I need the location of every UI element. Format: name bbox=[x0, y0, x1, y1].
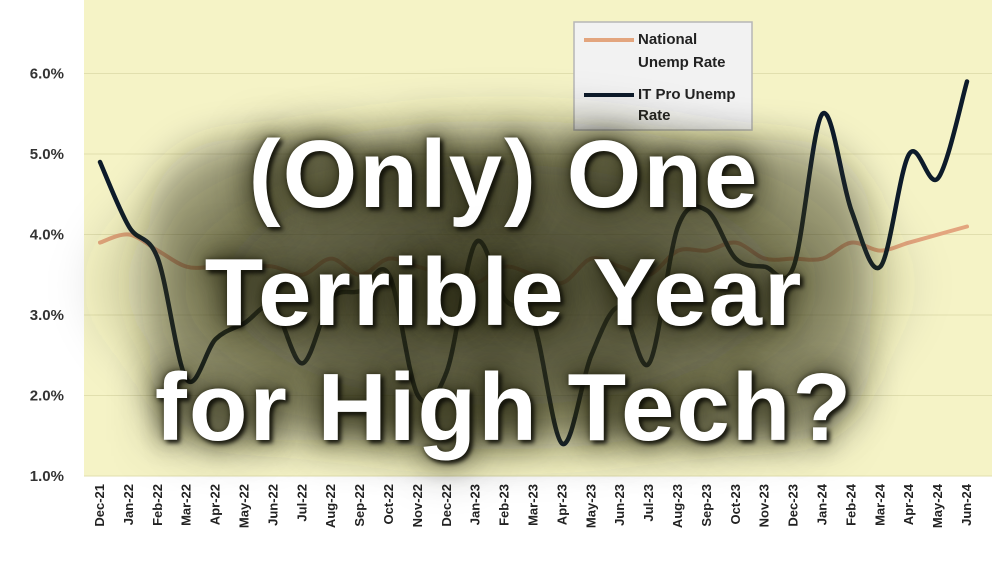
x-tick-label: Dec-23 bbox=[786, 484, 801, 527]
x-tick-label: Mar-23 bbox=[526, 484, 541, 526]
x-tick-label: Feb-24 bbox=[843, 483, 858, 526]
x-tick-label: Jun-22 bbox=[265, 484, 280, 526]
headline-haze bbox=[70, 95, 930, 475]
x-tick-label: May-23 bbox=[583, 484, 598, 528]
x-tick-label: Mar-22 bbox=[179, 484, 194, 526]
x-tick-label: Nov-23 bbox=[757, 484, 772, 527]
x-tick-label: Aug-22 bbox=[323, 484, 338, 528]
legend-label-national: National Unemp Rate bbox=[638, 31, 726, 71]
x-tick-label: Jun-24 bbox=[959, 483, 974, 526]
y-tick-label: 3.0% bbox=[30, 307, 64, 324]
x-tick-label: Nov-22 bbox=[410, 484, 425, 527]
legend-label-national-line2: Unemp Rate bbox=[638, 54, 726, 71]
x-tick-label: May-22 bbox=[237, 484, 252, 528]
x-tick-label: Aug-23 bbox=[670, 484, 685, 528]
legend-label-national-line1: National bbox=[638, 31, 697, 48]
x-tick-label: Dec-22 bbox=[439, 484, 454, 527]
x-tick-label: Jan-24 bbox=[815, 483, 830, 525]
headline-line-1: (Only) One bbox=[248, 121, 760, 228]
y-tick-label: 6.0% bbox=[30, 66, 64, 83]
y-axis-ticks: 1.0% 2.0% 3.0% 4.0% 5.0% 6.0% bbox=[30, 66, 64, 486]
x-tick-label: Jul-23 bbox=[641, 484, 656, 522]
x-tick-label: Mar-24 bbox=[872, 483, 887, 526]
x-tick-label: Apr-24 bbox=[901, 483, 916, 525]
x-tick-label: Oct-22 bbox=[381, 484, 396, 524]
y-tick-label: 4.0% bbox=[30, 227, 64, 244]
x-tick-label: Feb-22 bbox=[150, 484, 165, 526]
x-tick-label: Feb-23 bbox=[497, 484, 512, 526]
x-tick-label: Oct-23 bbox=[728, 484, 743, 524]
y-tick-label: 5.0% bbox=[30, 146, 64, 163]
legend-label-it-pro-line1: IT Pro Unemp bbox=[638, 86, 736, 103]
x-tick-label: Jan-22 bbox=[121, 484, 136, 525]
x-axis-ticks: Dec-21 Jan-22 Feb-22 Mar-22 Apr-22 May-22 Jun-… bbox=[92, 483, 974, 528]
headline-line-3: for High Tech? bbox=[154, 354, 854, 461]
x-tick-label: Jul-22 bbox=[294, 484, 309, 522]
y-tick-label: 1.0% bbox=[30, 468, 64, 485]
headline-line-2: Terrible Year bbox=[204, 239, 804, 346]
x-tick-label: Dec-21 bbox=[92, 484, 107, 527]
x-tick-label: Jun-23 bbox=[612, 484, 627, 526]
x-tick-label: May-24 bbox=[930, 483, 945, 528]
x-tick-label: Sep-22 bbox=[352, 484, 367, 527]
y-tick-label: 2.0% bbox=[30, 388, 64, 405]
x-tick-label: Jan-23 bbox=[468, 484, 483, 525]
x-tick-label: Sep-23 bbox=[699, 484, 714, 527]
x-tick-label: Apr-23 bbox=[554, 484, 569, 525]
x-tick-label: Apr-22 bbox=[208, 484, 223, 525]
